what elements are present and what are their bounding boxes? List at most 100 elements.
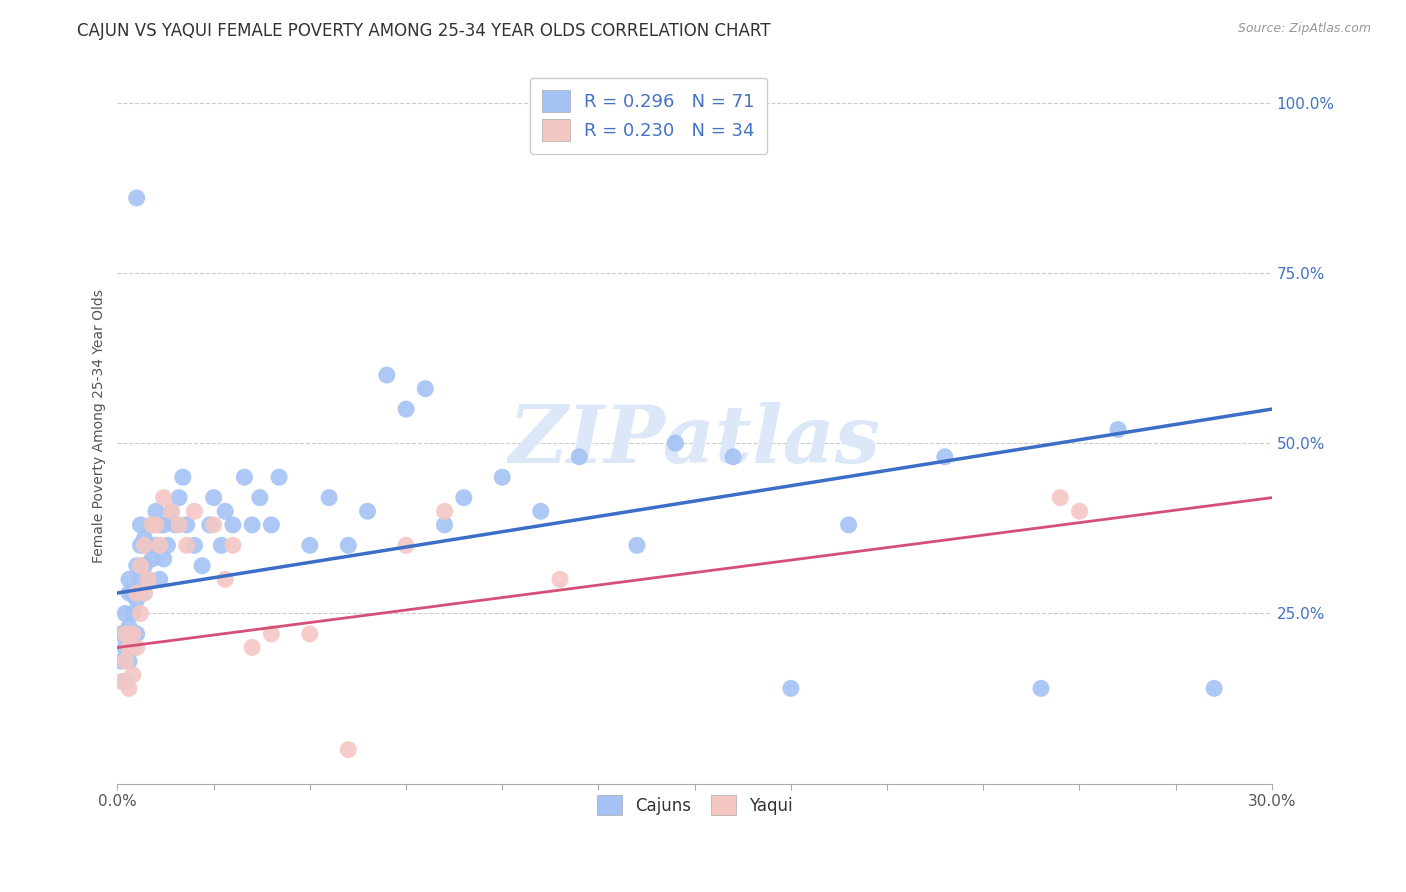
Point (240, 640, 263, 655)
Point (214, 573, 236, 587)
Point (626, 538, 648, 552)
Point (260, 627, 283, 641)
Point (129, 607, 152, 621)
Point (165, 517, 187, 532)
Point (453, 491, 475, 505)
Point (1069, 504, 1091, 518)
Point (121, 607, 143, 621)
Point (129, 538, 152, 552)
Point (176, 517, 198, 532)
Point (141, 517, 163, 532)
Point (267, 470, 290, 484)
Point (134, 558, 156, 573)
Point (298, 538, 321, 552)
Point (395, 402, 418, 417)
Point (222, 517, 245, 532)
Y-axis label: Female Poverty Among 25-34 Year Olds: Female Poverty Among 25-34 Year Olds (93, 289, 107, 563)
Point (121, 586, 143, 600)
Point (145, 504, 167, 518)
Point (118, 640, 141, 655)
Point (114, 674, 136, 689)
Point (129, 573, 152, 587)
Point (145, 538, 167, 552)
Point (141, 552, 163, 566)
Point (433, 504, 456, 518)
Point (136, 573, 159, 587)
Point (125, 627, 148, 641)
Point (125, 191, 148, 205)
Point (167, 491, 190, 505)
Point (491, 470, 513, 484)
Text: ZIPatlas: ZIPatlas (509, 401, 880, 479)
Legend: Cajuns, Yaqui: Cajuns, Yaqui (586, 785, 803, 825)
Point (121, 667, 143, 681)
Point (149, 538, 172, 552)
Point (125, 640, 148, 655)
Point (110, 674, 132, 689)
Point (337, 742, 360, 756)
Point (125, 586, 148, 600)
Point (183, 538, 205, 552)
Point (121, 640, 143, 655)
Point (198, 517, 221, 532)
Point (176, 538, 198, 552)
Point (413, 382, 436, 396)
Point (114, 627, 136, 641)
Point (129, 558, 152, 573)
Point (160, 504, 183, 518)
Point (568, 450, 591, 464)
Point (149, 517, 172, 532)
Point (129, 517, 152, 532)
Point (375, 368, 398, 382)
Point (134, 586, 156, 600)
Text: CAJUN VS YAQUI FEMALE POVERTY AMONG 25-34 YEAR OLDS CORRELATION CHART: CAJUN VS YAQUI FEMALE POVERTY AMONG 25-3… (77, 22, 770, 40)
Point (167, 517, 190, 532)
Point (114, 607, 136, 621)
Point (110, 654, 132, 668)
Point (1049, 491, 1071, 505)
Point (141, 517, 163, 532)
Point (240, 517, 263, 532)
Point (118, 586, 141, 600)
Point (160, 504, 183, 518)
Point (1204, 681, 1226, 696)
Point (134, 586, 156, 600)
Point (249, 491, 271, 505)
Point (838, 517, 860, 532)
Point (298, 627, 321, 641)
Point (209, 538, 232, 552)
Point (118, 654, 141, 668)
Point (191, 558, 214, 573)
Point (433, 517, 456, 532)
Point (548, 573, 571, 587)
Point (152, 552, 174, 566)
Point (779, 681, 801, 696)
Point (183, 504, 205, 518)
Point (664, 436, 686, 450)
Point (114, 654, 136, 668)
Point (152, 517, 174, 532)
Point (356, 504, 378, 518)
Point (172, 470, 194, 484)
Point (118, 573, 141, 587)
Point (125, 592, 148, 607)
Point (222, 538, 245, 552)
Point (318, 491, 340, 505)
Point (395, 538, 418, 552)
Point (233, 470, 256, 484)
Point (260, 517, 283, 532)
Point (214, 504, 236, 518)
Point (134, 538, 156, 552)
Point (156, 538, 179, 552)
Point (136, 573, 159, 587)
Point (110, 627, 132, 641)
Point (114, 640, 136, 655)
Point (202, 517, 225, 532)
Point (1107, 423, 1129, 437)
Text: Source: ZipAtlas.com: Source: ZipAtlas.com (1237, 22, 1371, 36)
Point (145, 517, 167, 532)
Point (134, 532, 156, 546)
Point (934, 450, 956, 464)
Point (152, 491, 174, 505)
Point (202, 491, 225, 505)
